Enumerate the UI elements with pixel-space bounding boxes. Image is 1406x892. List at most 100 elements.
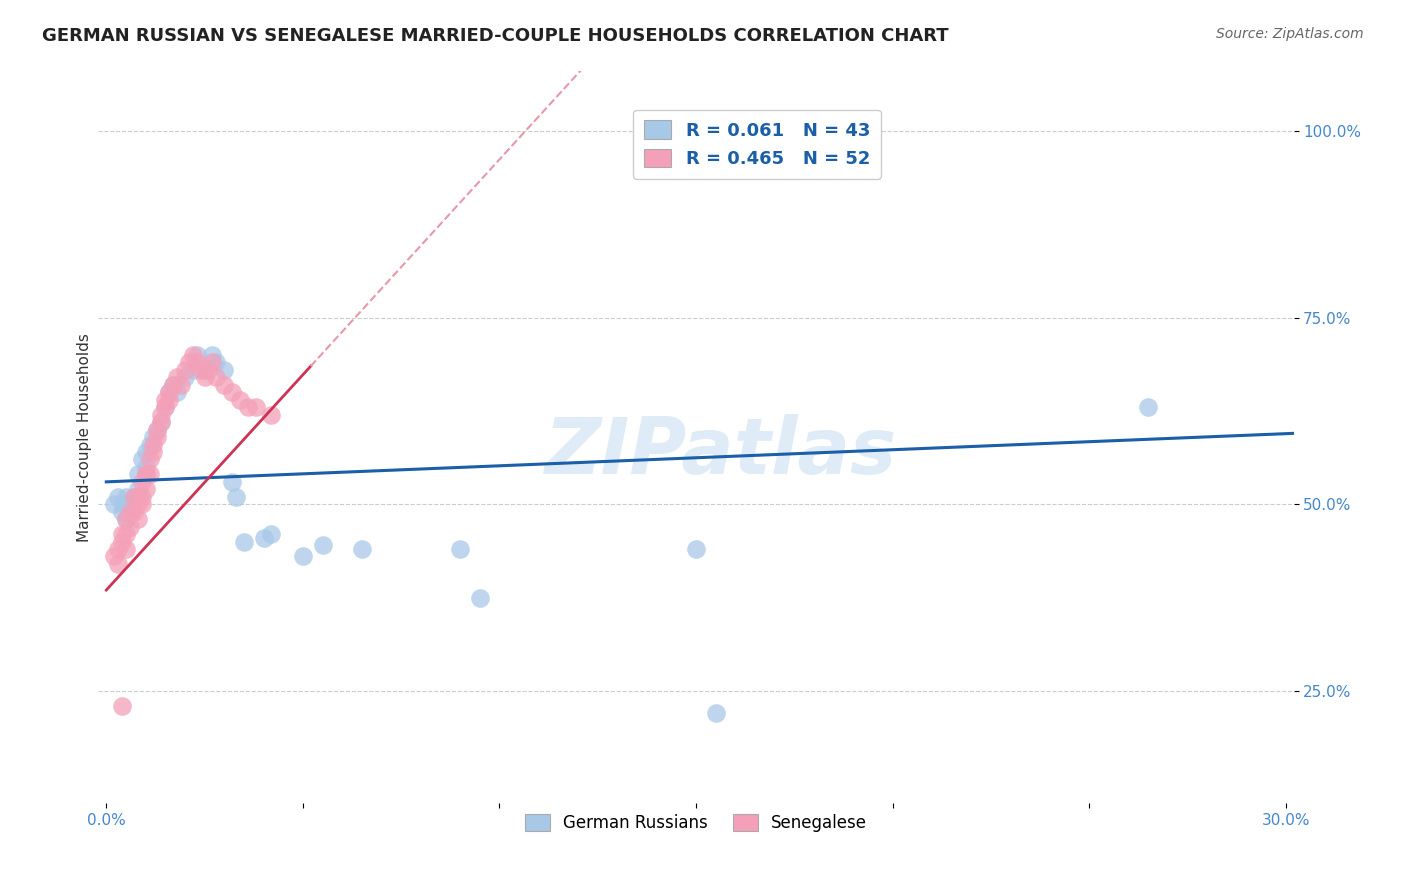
Point <box>685 542 707 557</box>
Point <box>107 557 129 571</box>
Point <box>115 542 138 557</box>
Point <box>181 363 204 377</box>
Point <box>142 445 165 459</box>
Point <box>122 505 145 519</box>
Point <box>127 483 149 497</box>
Text: ZIPatlas: ZIPatlas <box>544 414 896 490</box>
Point <box>131 490 153 504</box>
Point <box>260 408 283 422</box>
Point <box>115 490 138 504</box>
Point <box>122 497 145 511</box>
Point <box>170 377 193 392</box>
Point <box>157 385 180 400</box>
Point <box>193 363 215 377</box>
Point <box>138 467 160 482</box>
Point <box>212 377 235 392</box>
Text: Source: ZipAtlas.com: Source: ZipAtlas.com <box>1216 27 1364 41</box>
Point <box>135 445 157 459</box>
Point <box>150 415 173 429</box>
Point <box>135 459 157 474</box>
Point <box>162 377 184 392</box>
Point <box>197 363 219 377</box>
Point <box>118 505 141 519</box>
Point <box>225 490 247 504</box>
Point <box>135 467 157 482</box>
Point <box>115 512 138 526</box>
Point <box>174 370 197 384</box>
Point <box>221 385 243 400</box>
Point <box>201 355 224 369</box>
Point <box>193 370 215 384</box>
Point <box>127 497 149 511</box>
Point <box>177 355 200 369</box>
Point <box>166 385 188 400</box>
Point <box>449 542 471 557</box>
Point <box>131 497 153 511</box>
Point <box>704 706 727 721</box>
Point <box>155 392 177 407</box>
Point <box>221 475 243 489</box>
Point <box>212 363 235 377</box>
Point <box>157 392 180 407</box>
Point <box>122 490 145 504</box>
Point <box>146 423 169 437</box>
Point <box>127 512 149 526</box>
Point <box>127 467 149 482</box>
Point <box>127 490 149 504</box>
Point <box>260 527 283 541</box>
Point <box>135 467 157 482</box>
Y-axis label: Married-couple Households: Married-couple Households <box>77 333 91 541</box>
Point <box>186 348 208 362</box>
Point <box>155 401 177 415</box>
Point <box>118 505 141 519</box>
Point <box>1137 401 1160 415</box>
Point <box>118 519 141 533</box>
Point <box>150 415 173 429</box>
Point <box>311 538 333 552</box>
Point <box>135 483 157 497</box>
Point <box>131 475 153 489</box>
Point <box>157 385 180 400</box>
Point <box>150 408 173 422</box>
Point <box>174 363 197 377</box>
Point <box>111 698 134 713</box>
Point <box>181 348 204 362</box>
Point <box>131 452 153 467</box>
Point <box>291 549 314 564</box>
Point <box>245 401 267 415</box>
Point <box>201 348 224 362</box>
Point <box>111 497 134 511</box>
Point <box>103 549 125 564</box>
Point <box>118 497 141 511</box>
Point <box>162 377 184 392</box>
Point <box>138 452 160 467</box>
Point <box>111 527 134 541</box>
Point <box>236 401 259 415</box>
Point <box>107 542 129 557</box>
Point <box>142 430 165 444</box>
Point <box>111 534 134 549</box>
Point <box>115 512 138 526</box>
Point <box>205 370 228 384</box>
Point <box>103 497 125 511</box>
Point <box>232 534 254 549</box>
Legend: German Russians, Senegalese: German Russians, Senegalese <box>517 807 875 838</box>
Point <box>138 437 160 451</box>
Point <box>155 401 177 415</box>
Point <box>468 591 491 605</box>
Point <box>115 527 138 541</box>
Point <box>190 363 212 377</box>
Point <box>186 355 208 369</box>
Point <box>146 423 169 437</box>
Point <box>350 542 373 557</box>
Point <box>107 490 129 504</box>
Point <box>166 370 188 384</box>
Point <box>122 490 145 504</box>
Text: GERMAN RUSSIAN VS SENEGALESE MARRIED-COUPLE HOUSEHOLDS CORRELATION CHART: GERMAN RUSSIAN VS SENEGALESE MARRIED-COU… <box>42 27 949 45</box>
Point <box>142 437 165 451</box>
Point <box>252 531 274 545</box>
Point <box>146 430 169 444</box>
Point <box>205 355 228 369</box>
Point <box>111 505 134 519</box>
Point <box>229 392 252 407</box>
